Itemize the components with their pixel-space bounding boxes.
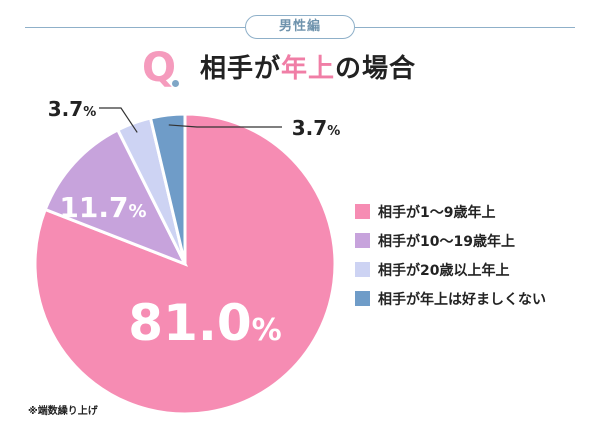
- legend-item-1: 相手が1～9歳年上: [355, 197, 546, 226]
- legend-swatch: [355, 204, 370, 219]
- legend-swatch: [355, 262, 370, 277]
- data-label-slice-4: 3.7%: [292, 116, 340, 140]
- data-label-slice-2: 11.7%: [59, 191, 146, 224]
- legend-label: 相手が年上は好ましくない: [378, 291, 546, 308]
- leader-line-slice-3: [99, 107, 138, 133]
- legend: 相手が1～9歳年上相手が10～19歳年上 相手が20歳以上年上相手が年上は好ましく…: [355, 197, 546, 313]
- chart-title: 相手が年上の場合: [200, 52, 416, 86]
- title-pre: 相手が: [200, 54, 282, 84]
- legend-swatch: [355, 233, 370, 248]
- section-tag: 男性編: [245, 15, 355, 39]
- q-icon: Q: [142, 45, 177, 91]
- legend-swatch: [355, 291, 370, 306]
- header-rule-right: [355, 27, 575, 28]
- title-post: の場合: [335, 54, 417, 84]
- data-label-slice-3: 3.7%: [48, 97, 96, 121]
- pie-slice-2: [43, 127, 189, 267]
- legend-item-4: 相手が年上は好ましくない: [355, 284, 546, 313]
- legend-label: 相手が20歳以上年上: [378, 262, 510, 279]
- legend-item-3: 相手が20歳以上年上: [355, 255, 546, 284]
- legend-label: 相手が1～9歳年上: [378, 204, 496, 221]
- data-label-slice-1: 81.0%: [128, 294, 281, 352]
- header-rule-left: [25, 27, 245, 28]
- footnote: ※端数繰り上げ: [28, 406, 98, 417]
- legend-label: 相手が10～19歳年上: [378, 233, 515, 250]
- title-accent: 年上: [281, 54, 336, 84]
- pie-slice-4: [148, 112, 187, 265]
- q-dot-icon: [172, 80, 179, 87]
- leader-line-slice-4: [168, 124, 282, 128]
- legend-item-2: 相手が10～19歳年上: [355, 226, 546, 255]
